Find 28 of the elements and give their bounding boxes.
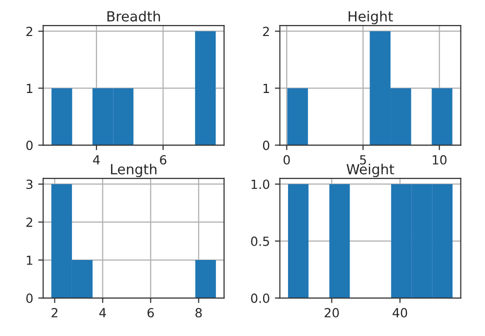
y-tick-label: 0.0 xyxy=(251,294,270,303)
x-tick-label: 8 xyxy=(196,308,202,318)
y-tick-label: 2 xyxy=(263,26,269,36)
x-tick-label: 6 xyxy=(160,155,166,165)
chart-title: Length xyxy=(111,164,156,178)
y-tick-label: 0 xyxy=(262,140,270,150)
x-tick-label: 20 xyxy=(324,308,339,318)
x-tick-label: 2 xyxy=(52,308,58,318)
x-tick-label: 4 xyxy=(99,308,106,318)
chart-title: Weight xyxy=(346,164,394,178)
y-tick-label: 1 xyxy=(264,84,269,93)
y-tick-label: 3 xyxy=(26,180,32,190)
y-tick-label: 2 xyxy=(26,218,32,227)
chart-title: Breadth xyxy=(107,10,160,22)
chart-title: Height xyxy=(348,10,393,24)
x-tick-label: 10 xyxy=(432,155,446,165)
y-tick-label: 1 xyxy=(26,256,32,265)
x-tick-label: 6 xyxy=(148,308,154,318)
y-tick-label: 1.0 xyxy=(252,180,270,190)
y-tick-label: 0 xyxy=(26,140,33,150)
x-tick-label: 5 xyxy=(360,155,366,165)
x-tick-label: 40 xyxy=(392,308,408,318)
x-tick-label: 0 xyxy=(284,155,290,165)
y-tick-label: 0 xyxy=(26,294,33,303)
y-tick-label: 2 xyxy=(26,26,32,36)
x-tick-label: 4 xyxy=(93,155,100,164)
y-tick-label: 0.5 xyxy=(251,236,270,246)
y-tick-label: 1 xyxy=(26,84,32,93)
